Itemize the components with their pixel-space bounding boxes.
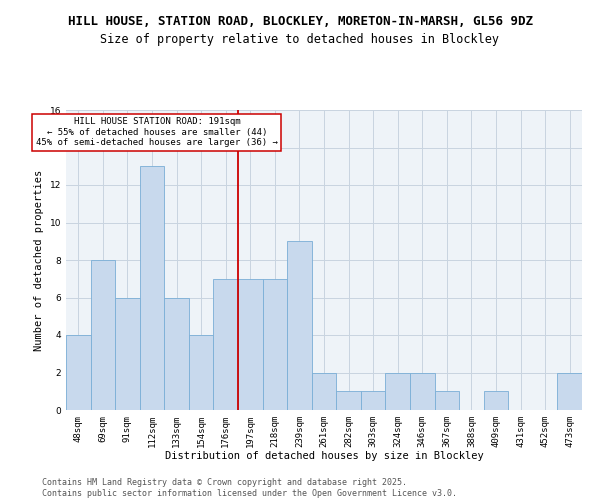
Text: Contains HM Land Registry data © Crown copyright and database right 2025.
Contai: Contains HM Land Registry data © Crown c… — [42, 478, 457, 498]
Text: HILL HOUSE STATION ROAD: 191sqm
← 55% of detached houses are smaller (44)
45% of: HILL HOUSE STATION ROAD: 191sqm ← 55% of… — [36, 118, 278, 148]
Bar — [66, 335, 91, 410]
Bar — [263, 279, 287, 410]
Bar — [484, 391, 508, 410]
Bar — [557, 372, 582, 410]
Bar — [312, 372, 336, 410]
Bar — [238, 279, 263, 410]
Bar — [434, 391, 459, 410]
Bar — [361, 391, 385, 410]
Bar — [91, 260, 115, 410]
X-axis label: Distribution of detached houses by size in Blockley: Distribution of detached houses by size … — [164, 452, 484, 462]
Bar — [385, 372, 410, 410]
Bar — [410, 372, 434, 410]
Bar — [214, 279, 238, 410]
Y-axis label: Number of detached properties: Number of detached properties — [34, 170, 44, 350]
Bar — [287, 242, 312, 410]
Text: Size of property relative to detached houses in Blockley: Size of property relative to detached ho… — [101, 32, 499, 46]
Bar — [336, 391, 361, 410]
Bar — [115, 298, 140, 410]
Bar — [164, 298, 189, 410]
Bar — [140, 166, 164, 410]
Text: HILL HOUSE, STATION ROAD, BLOCKLEY, MORETON-IN-MARSH, GL56 9DZ: HILL HOUSE, STATION ROAD, BLOCKLEY, MORE… — [67, 15, 533, 28]
Bar — [189, 335, 214, 410]
